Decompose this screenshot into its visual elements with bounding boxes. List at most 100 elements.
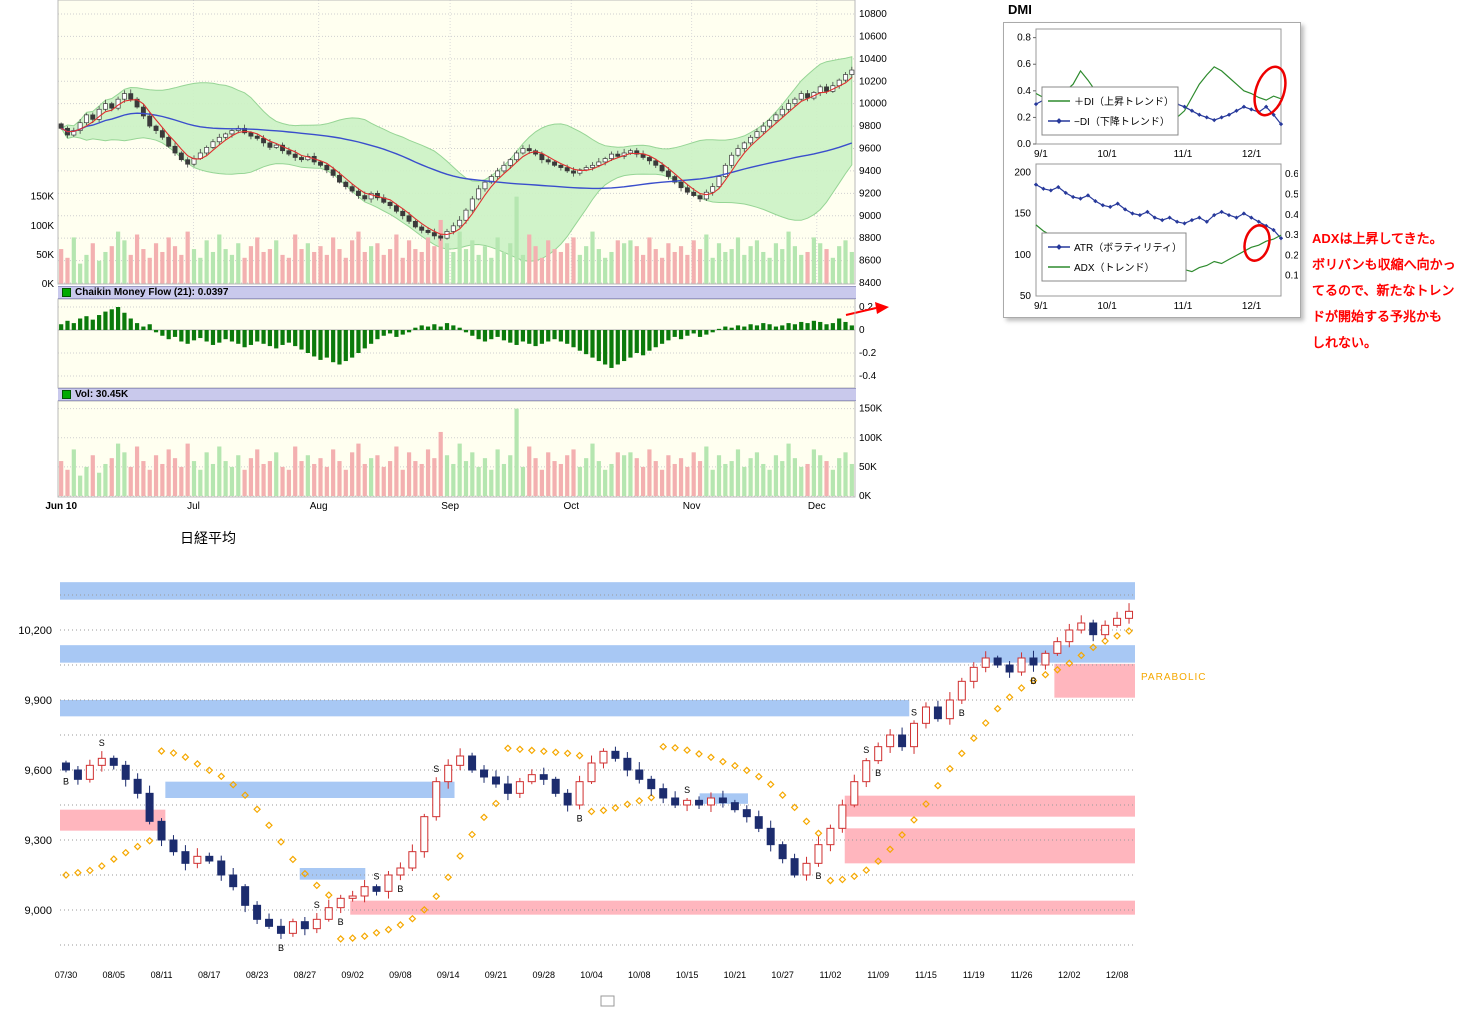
- svg-text:S: S: [433, 764, 439, 774]
- svg-text:Nov: Nov: [683, 501, 701, 512]
- svg-text:B: B: [577, 813, 583, 823]
- svg-text:9,000: 9,000: [24, 905, 52, 917]
- svg-text:9,900: 9,900: [24, 695, 52, 707]
- svg-text:10/1: 10/1: [1097, 301, 1117, 312]
- svg-text:10000: 10000: [859, 99, 887, 110]
- svg-text:11/1: 11/1: [1174, 149, 1193, 160]
- svg-text:＋DI（上昇トレンド）: ＋DI（上昇トレンド）: [1074, 96, 1174, 108]
- svg-text:150: 150: [1014, 209, 1031, 220]
- svg-text:8800: 8800: [859, 233, 882, 244]
- svg-text:0K: 0K: [42, 279, 55, 290]
- svg-text:ADX（トレンド）: ADX（トレンド）: [1074, 262, 1155, 274]
- svg-text:ATR（ボラティリティ）: ATR（ボラティリティ）: [1074, 242, 1182, 254]
- svg-text:Dec: Dec: [808, 501, 826, 512]
- svg-text:9600: 9600: [859, 144, 882, 155]
- svg-text:0.2: 0.2: [859, 302, 873, 313]
- svg-text:10200: 10200: [859, 76, 887, 87]
- svg-text:09/21: 09/21: [485, 970, 508, 980]
- nikkei-chart: 10,200 9,900 9,600 9,300 9,000 B S B S B S B S B S B S B S…: [18, 582, 1207, 1007]
- nikkei-title: 日経平均: [180, 530, 236, 546]
- svg-text:9,600: 9,600: [24, 765, 52, 777]
- svg-text:100K: 100K: [31, 221, 55, 232]
- svg-text:10/1: 10/1: [1097, 149, 1117, 160]
- svg-text:Aug: Aug: [310, 501, 328, 512]
- svg-text:B: B: [338, 917, 344, 927]
- svg-text:11/09: 11/09: [867, 970, 889, 980]
- svg-text:9200: 9200: [859, 188, 882, 199]
- svg-text:B: B: [815, 871, 821, 881]
- svg-text:11/15: 11/15: [915, 970, 937, 980]
- svg-text:0.5: 0.5: [1285, 189, 1298, 200]
- svg-text:08/11: 08/11: [151, 970, 173, 980]
- svg-text:12/1: 12/1: [1242, 301, 1262, 312]
- svg-text:10400: 10400: [859, 54, 887, 65]
- svg-text:10,200: 10,200: [18, 625, 52, 637]
- svg-text:9/1: 9/1: [1034, 149, 1048, 160]
- svg-text:S: S: [314, 900, 320, 910]
- cmf-header-label: Chaikin Money Flow (21): 0.0397: [75, 287, 229, 298]
- svg-text:10/04: 10/04: [580, 970, 603, 980]
- svg-text:B: B: [1030, 676, 1036, 686]
- svg-text:B: B: [959, 708, 965, 718]
- svg-text:S: S: [684, 785, 690, 795]
- svg-text:9000: 9000: [859, 211, 882, 222]
- svg-text:0.1: 0.1: [1285, 271, 1298, 282]
- svg-text:B: B: [63, 776, 69, 786]
- svg-text:0.4: 0.4: [1285, 210, 1298, 221]
- svg-text:10800: 10800: [859, 9, 887, 20]
- vol-panel-header: Vol: 30.45K: [58, 388, 856, 401]
- svg-text:09/02: 09/02: [341, 970, 364, 980]
- svg-text:0K: 0K: [859, 491, 872, 502]
- svg-text:100K: 100K: [859, 433, 883, 444]
- svg-text:8600: 8600: [859, 256, 882, 267]
- svg-text:0.6: 0.6: [1285, 169, 1298, 180]
- svg-text:0.6: 0.6: [1017, 59, 1031, 70]
- svg-text:−DI（下降トレンド）: −DI（下降トレンド）: [1074, 115, 1170, 128]
- svg-text:PARABOLIC: PARABOLIC: [1141, 672, 1207, 683]
- svg-text:10/08: 10/08: [628, 970, 651, 980]
- annotation-line: しれない。: [1312, 335, 1378, 350]
- main-price-volume-chart: 8400 8600 8800 9000 9200 9400 9600 9800 10000 102…: [31, 0, 889, 512]
- svg-text:08/27: 08/27: [294, 970, 317, 980]
- svg-text:12/08: 12/08: [1106, 970, 1129, 980]
- svg-text:Sep: Sep: [441, 501, 459, 512]
- svg-text:10600: 10600: [859, 31, 887, 42]
- svg-text:50K: 50K: [36, 250, 54, 261]
- svg-text:S: S: [99, 738, 105, 748]
- svg-text:11/26: 11/26: [1011, 970, 1033, 980]
- svg-text:12/1: 12/1: [1242, 149, 1262, 160]
- svg-text:200: 200: [1014, 167, 1031, 178]
- svg-text:50: 50: [1020, 291, 1032, 302]
- cmf-legend-swatch-icon: [62, 288, 71, 297]
- svg-text:Jun 10: Jun 10: [45, 501, 77, 512]
- svg-text:0.8: 0.8: [1017, 33, 1031, 44]
- svg-text:B: B: [875, 768, 881, 778]
- svg-text:08/17: 08/17: [198, 970, 221, 980]
- svg-text:150K: 150K: [31, 192, 55, 203]
- svg-text:S: S: [911, 707, 917, 717]
- svg-text:-0.2: -0.2: [859, 348, 877, 359]
- svg-text:07/30: 07/30: [55, 970, 78, 980]
- svg-text:9400: 9400: [859, 166, 882, 177]
- svg-text:10/15: 10/15: [676, 970, 699, 980]
- svg-text:10/27: 10/27: [771, 970, 794, 980]
- svg-text:150K: 150K: [859, 404, 883, 415]
- svg-text:100: 100: [1014, 250, 1031, 261]
- vol-legend-swatch-icon: [62, 390, 71, 399]
- annotation-line: ADXは上昇してきた。: [1312, 231, 1443, 246]
- svg-text:0: 0: [859, 325, 865, 336]
- dmi-panel: 0.8 0.6 0.4 0.2 0.0 ＋DI（上昇トレンド） −DI（下降トレンド） 9/1…: [1003, 22, 1301, 318]
- svg-text:9,300: 9,300: [24, 835, 52, 847]
- svg-text:09/08: 09/08: [389, 970, 412, 980]
- svg-text:0.2: 0.2: [1017, 112, 1031, 123]
- dmi-chart: 0.8 0.6 0.4 0.2 0.0 ＋DI（上昇トレンド） −DI（下降トレンド） 9/1…: [1014, 28, 1298, 312]
- annotation-line: ボリバンも収縮へ向かっ: [1312, 257, 1456, 272]
- svg-text:08/05: 08/05: [102, 970, 125, 980]
- svg-text:S: S: [863, 745, 869, 755]
- svg-text:8400: 8400: [859, 278, 882, 289]
- svg-text:Jul: Jul: [187, 501, 200, 512]
- svg-text:0.2: 0.2: [1285, 250, 1298, 261]
- svg-text:10/21: 10/21: [724, 970, 747, 980]
- svg-text:B: B: [397, 884, 403, 894]
- svg-text:12/02: 12/02: [1058, 970, 1081, 980]
